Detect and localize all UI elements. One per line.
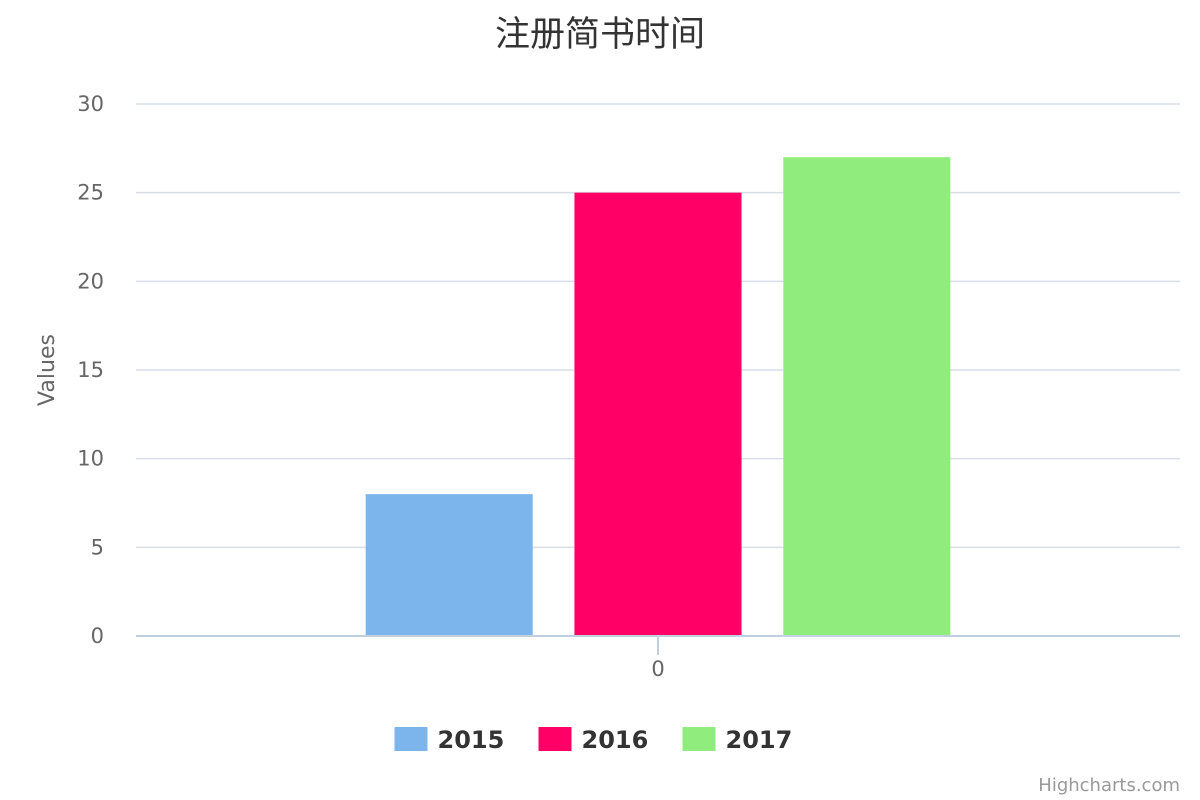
y-axis-title: Values (35, 334, 60, 406)
credits-link[interactable]: Highcharts.com (1038, 775, 1180, 796)
legend-item-2015[interactable]: 2015 (394, 726, 505, 754)
legend-label: 2015 (438, 726, 505, 754)
x-tick-label: 0 (651, 657, 664, 681)
y-axis-ticks: 0 5 10 15 20 25 30 (77, 92, 104, 648)
y-tick-label: 25 (77, 181, 104, 205)
legend-item-2016[interactable]: 2016 (538, 726, 649, 754)
y-tick-label: 20 (77, 269, 104, 293)
legend-swatch (538, 727, 572, 751)
bar-series (365, 157, 951, 636)
y-tick-label: 5 (91, 535, 104, 559)
legend-item-2017[interactable]: 2017 (682, 726, 793, 754)
legend-swatch (682, 727, 716, 751)
legend-label: 2017 (726, 726, 793, 754)
y-tick-label: 0 (91, 624, 104, 648)
chart-title: 注册简书时间 (495, 15, 705, 55)
y-tick-label: 15 (77, 358, 104, 382)
bar-2016[interactable] (574, 192, 742, 636)
legend-label: 2016 (582, 726, 649, 754)
y-tick-label: 30 (77, 92, 104, 116)
x-axis: 0 (136, 635, 1180, 681)
bar-2017[interactable] (783, 157, 951, 636)
legend-swatch (394, 727, 428, 751)
bar-2015[interactable] (365, 494, 533, 636)
legend: 2015 2016 2017 (394, 726, 793, 754)
y-tick-label: 10 (77, 447, 104, 471)
